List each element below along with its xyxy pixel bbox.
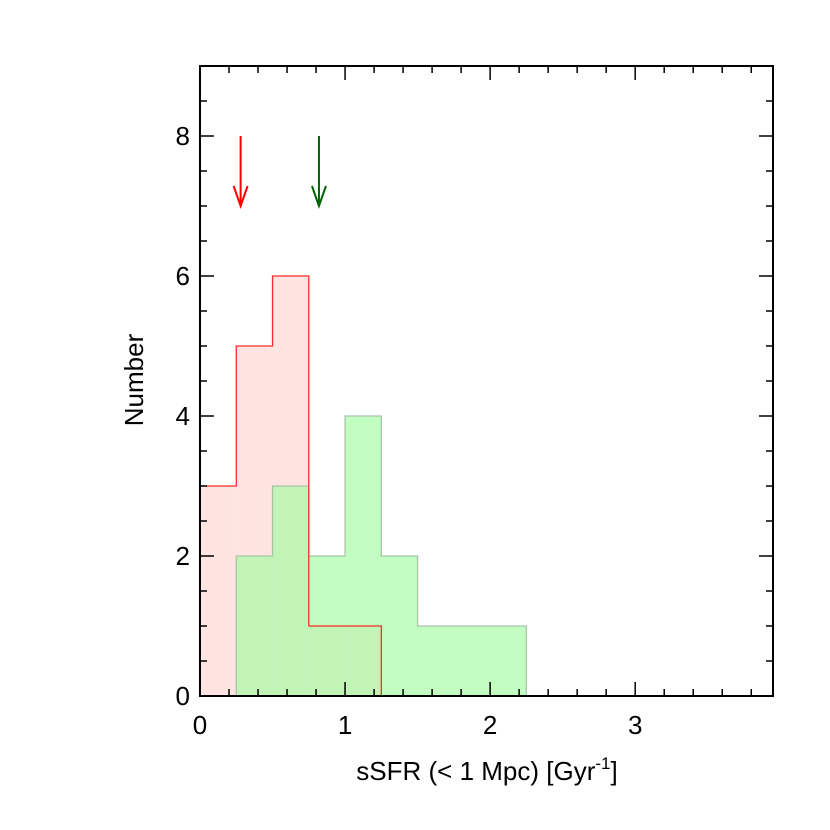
bars-layer [199,275,528,696]
x-tick-label: 3 [628,710,642,740]
y-tick-label: 6 [176,261,190,291]
x-axis-title-main: sSFR (< 1 Mpc) [Gyr [356,756,595,786]
x-tick-label: 1 [338,710,352,740]
y-tick-label: 4 [176,401,190,431]
labels-layer: 0 1 2 3 0 2 4 6 8 [176,121,643,740]
x-tick-label: 2 [483,710,497,740]
green-bar [417,626,454,696]
x-axis-title: sSFR (< 1 Mpc) [Gyr-1] [356,754,617,786]
green-bar [453,626,491,696]
red-outline [199,275,382,696]
green-bar [490,626,527,696]
green-bar [345,416,382,696]
x-axis-title-suffix: ] [610,756,617,786]
arrows-layer [232,136,327,210]
green-bar [236,556,273,696]
green-bar [381,556,418,696]
y-tick-label: 0 [176,681,190,711]
green-bar [272,486,309,696]
axes-layer [199,65,774,697]
green-marker-arrowhead [311,185,327,210]
red-marker-arrowhead [232,185,249,210]
y-axis-title: Number [119,333,149,426]
x-tick-label: 0 [193,710,207,740]
y-tick-label: 2 [176,541,190,571]
green-outline [235,415,528,696]
x-axis-title-superscript: -1 [595,754,610,773]
y-tick-label: 8 [176,121,190,151]
